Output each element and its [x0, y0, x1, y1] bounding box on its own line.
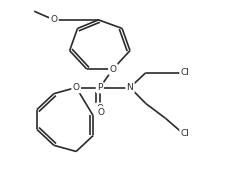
Text: O: O	[98, 108, 105, 117]
Text: O: O	[73, 83, 80, 92]
Text: Cl: Cl	[181, 68, 190, 77]
Text: O: O	[50, 15, 57, 24]
Text: N: N	[127, 83, 133, 92]
Text: O: O	[109, 65, 116, 74]
Text: P: P	[97, 83, 103, 92]
Text: O: O	[96, 104, 103, 113]
Text: Cl: Cl	[181, 128, 190, 138]
